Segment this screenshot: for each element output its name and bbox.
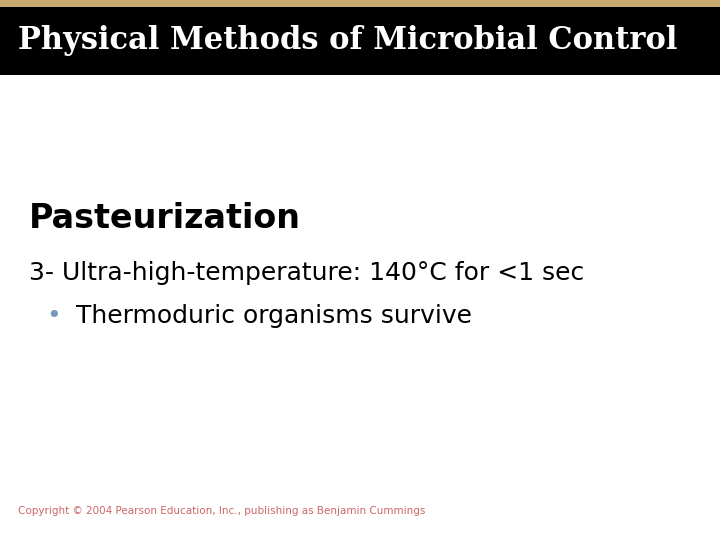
Text: Pasteurization: Pasteurization: [29, 202, 301, 235]
Text: 3- Ultra-high-temperature: 140°C for <1 sec: 3- Ultra-high-temperature: 140°C for <1 …: [29, 261, 584, 285]
Bar: [0, 0, 720, 7]
Bar: [0, 7, 720, 75]
Text: Thermoduric organisms survive: Thermoduric organisms survive: [76, 304, 472, 328]
Text: •: •: [47, 304, 61, 328]
Text: Physical Methods of Microbial Control: Physical Methods of Microbial Control: [18, 25, 678, 57]
Text: Copyright © 2004 Pearson Education, Inc., publishing as Benjamin Cummings: Copyright © 2004 Pearson Education, Inc.…: [18, 505, 426, 516]
